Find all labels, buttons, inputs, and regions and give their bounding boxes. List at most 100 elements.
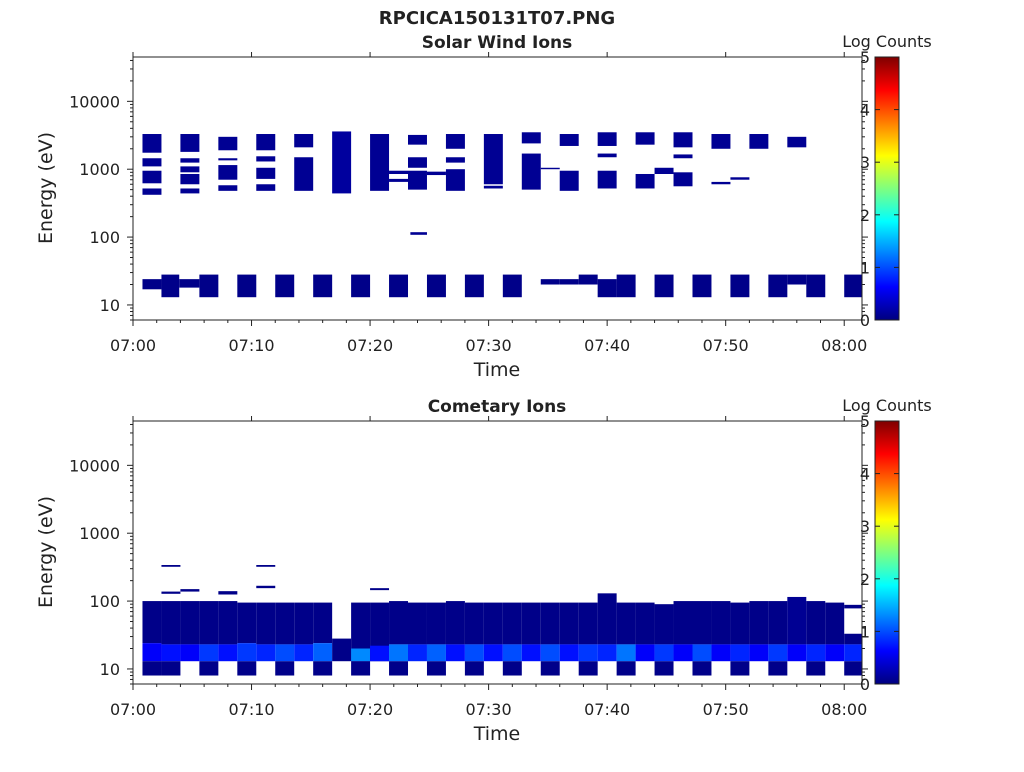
solar-wind-cell bbox=[142, 134, 162, 153]
solar-wind-cell bbox=[806, 274, 826, 298]
cometary-ions-cell bbox=[635, 602, 655, 645]
solar-wind-cell bbox=[180, 166, 200, 173]
cometary-ions-cell bbox=[180, 589, 200, 592]
cometary-ions-cell bbox=[578, 661, 598, 676]
cometary-ions-cell bbox=[616, 644, 636, 662]
cometary-ions-colorbar bbox=[874, 420, 900, 685]
solar-wind-cell bbox=[540, 279, 560, 285]
cometary-ions-cell bbox=[787, 644, 807, 662]
cometary-ions-cell bbox=[389, 644, 409, 662]
solar-wind-cell bbox=[275, 274, 295, 298]
solar-wind-cell bbox=[142, 188, 162, 195]
solar-wind-cell bbox=[445, 157, 465, 163]
cometary-ions-cell bbox=[218, 601, 238, 645]
solar-wind-colorbar bbox=[874, 56, 900, 321]
solar-wind-cell bbox=[597, 170, 617, 189]
cometary-ions-cell bbox=[711, 601, 731, 645]
cometary-ions-cell bbox=[313, 643, 333, 662]
solar-wind-colorbar-tick-label: 1 bbox=[860, 258, 870, 277]
solar-wind-cell bbox=[142, 170, 162, 184]
cometary-ions-cell bbox=[616, 602, 636, 645]
solar-wind-cell bbox=[389, 170, 409, 174]
cometary-ions-x-tick-label: 07:10 bbox=[228, 700, 274, 719]
cometary-ions-cell bbox=[825, 644, 845, 662]
solar-wind-x-tick-label: 08:00 bbox=[821, 336, 867, 355]
solar-wind-cell bbox=[256, 156, 276, 162]
cometary-ions-cell bbox=[218, 591, 238, 595]
figure-title: RPCICA150131T07.PNG bbox=[379, 8, 615, 29]
solar-wind-cell bbox=[559, 279, 579, 285]
cometary-ions-cell bbox=[787, 596, 807, 645]
cometary-ions-x-tick-label: 08:00 bbox=[821, 700, 867, 719]
cometary-ions-colorbar-tick-label: 4 bbox=[860, 465, 870, 484]
cometary-ions-cell bbox=[483, 602, 503, 645]
solar-wind-x-tick-label: 07:00 bbox=[110, 336, 156, 355]
cometary-ions-cell bbox=[464, 661, 484, 676]
solar-wind-cell bbox=[142, 279, 162, 290]
cometary-ions-cell bbox=[426, 602, 446, 645]
solar-wind-cell bbox=[654, 274, 674, 298]
solar-wind-cell bbox=[218, 136, 238, 151]
cometary-ions-cell bbox=[806, 644, 826, 662]
cometary-ions-cell bbox=[313, 602, 333, 644]
solar-wind-cell bbox=[768, 274, 788, 298]
solar-wind-cell bbox=[597, 279, 617, 298]
solar-wind-x-tick-label: 07:30 bbox=[466, 336, 512, 355]
solar-wind-y-tick-label: 100 bbox=[89, 228, 120, 247]
solar-wind-cell bbox=[426, 171, 446, 176]
solar-wind-cell bbox=[410, 232, 427, 235]
cometary-ions-y-tick-label: 100 bbox=[89, 592, 120, 611]
cometary-ions-cell bbox=[256, 644, 276, 662]
solar-wind-cell bbox=[464, 274, 484, 298]
cometary-ions-cell bbox=[540, 602, 560, 645]
cometary-ions-cell bbox=[844, 661, 862, 676]
cometary-ions-cell bbox=[275, 644, 295, 662]
cometary-ions-cell bbox=[370, 588, 390, 591]
cometary-ions-colorbar-tick-label: 0 bbox=[860, 675, 870, 694]
cometary-ions-cell bbox=[237, 643, 257, 662]
cometary-ions-cell bbox=[673, 601, 693, 645]
solar-wind-cell bbox=[597, 132, 617, 146]
cometary-ions-colorbar-tick-label: 2 bbox=[860, 570, 870, 589]
cometary-ions-y-tick-label: 10000 bbox=[69, 456, 120, 475]
cometary-ions-cell bbox=[692, 601, 712, 645]
cometary-ions-cell bbox=[654, 661, 674, 676]
cometary-ions-x-tick-label: 07:50 bbox=[703, 700, 749, 719]
cometary-ions-cell bbox=[161, 565, 181, 567]
cometary-ions-cell bbox=[502, 661, 522, 676]
solar-wind-x-tick-label: 07:20 bbox=[347, 336, 393, 355]
solar-wind-x-tick-label: 07:40 bbox=[584, 336, 630, 355]
solar-wind-cell bbox=[180, 158, 200, 163]
cometary-ions-cell bbox=[313, 661, 333, 676]
cometary-ions-cell bbox=[730, 602, 750, 645]
solar-wind-cell bbox=[408, 134, 427, 145]
solar-wind-cell bbox=[787, 136, 807, 148]
cometary-ions-cell bbox=[464, 602, 484, 645]
solar-wind-cell bbox=[673, 172, 693, 187]
cometary-ions-title: Cometary Ions bbox=[428, 397, 567, 417]
solar-wind-cell bbox=[218, 185, 238, 191]
cometary-ions-cell bbox=[730, 644, 750, 662]
solar-wind-cell bbox=[389, 274, 409, 298]
cometary-ions-cell bbox=[654, 644, 674, 662]
solar-wind-xlabel: Time bbox=[473, 359, 521, 381]
solar-wind-colorbar-tick-label: 4 bbox=[860, 101, 870, 120]
solar-wind-colorbar-label: Log Counts bbox=[842, 32, 932, 51]
solar-wind-cell bbox=[180, 134, 200, 152]
solar-wind-cell bbox=[730, 177, 750, 180]
cometary-ions-cell bbox=[502, 602, 522, 645]
cometary-ions-cell bbox=[275, 602, 295, 645]
cometary-ions-cell bbox=[711, 644, 731, 662]
cometary-ions-cell bbox=[180, 644, 200, 662]
solar-wind-cell bbox=[180, 173, 200, 185]
solar-wind-cell bbox=[218, 165, 238, 180]
cometary-ions-cell bbox=[332, 638, 352, 662]
cometary-ions-colorbar-tick-label: 5 bbox=[860, 412, 870, 431]
cometary-ions-cell bbox=[351, 602, 371, 662]
solar-wind-y-tick-label: 10 bbox=[100, 296, 120, 315]
cometary-ions-x-tick-label: 07:40 bbox=[584, 700, 630, 719]
cometary-ions-cell bbox=[256, 585, 276, 589]
solar-wind-cell bbox=[521, 153, 541, 190]
cometary-ions-x-tick-label: 07:20 bbox=[347, 700, 393, 719]
